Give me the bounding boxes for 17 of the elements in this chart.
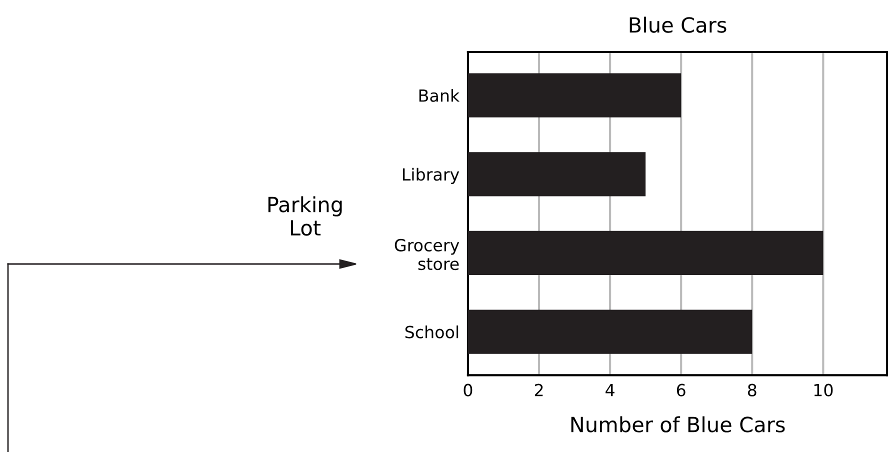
bar xyxy=(468,230,824,276)
x-tick-label: 8 xyxy=(748,384,756,396)
x-tick-label: 6 xyxy=(676,384,686,396)
y-axis-title: Parking Lot xyxy=(268,196,342,236)
bar xyxy=(468,152,646,196)
bar xyxy=(468,73,682,118)
y-tick-label: Library xyxy=(403,168,460,184)
x-axis-title: Number of Blue Cars xyxy=(571,416,785,432)
y-tick-label: Grocery store xyxy=(394,238,460,270)
y-tick-label: Bank xyxy=(419,89,460,102)
x-tick-label: 10 xyxy=(814,384,833,396)
x-tick-label: 0 xyxy=(464,384,472,396)
x-tick-label: 4 xyxy=(606,384,614,396)
x-tick-label: 2 xyxy=(534,384,543,396)
bar xyxy=(468,310,752,354)
chart-title: Blue Cars xyxy=(630,16,726,33)
y-tick-label: School xyxy=(405,325,458,338)
